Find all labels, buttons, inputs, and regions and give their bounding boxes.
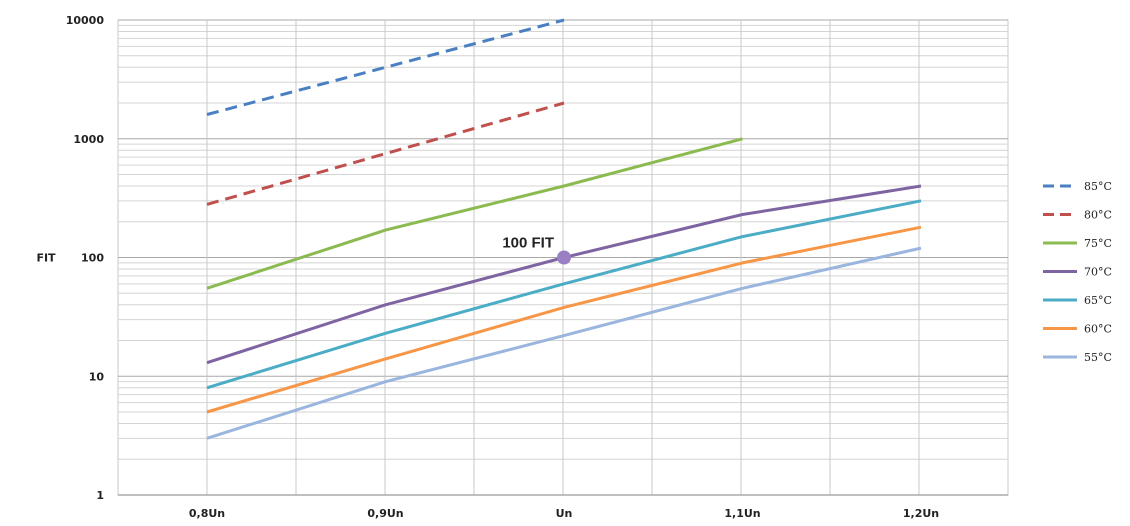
y-tick-label: 10 [89,370,105,383]
series-line-60c [206,225,922,414]
annotation-label: 100 FIT [502,235,554,252]
series-line-55c [206,246,922,440]
legend-label-60c: 60°C [1084,323,1112,336]
series-line-75c [206,137,743,290]
x-tick-label: 1,1Un [724,507,760,520]
series-line-80c [206,101,565,206]
x-tick-label: 0,8Un [189,507,225,520]
legend-label-55c: 55°C [1084,351,1112,364]
y-tick-label: 10000 [66,14,105,27]
y-axis-ticks: 10000 1000 100 10 1 [66,14,105,502]
y-tick-label: 1 [96,489,104,502]
annotation-100-fit: 100 FIT [502,235,571,265]
legend-label-80c: 80°C [1084,209,1112,222]
y-tick-label: 100 [81,252,104,265]
series-line-85c [206,18,565,116]
legend-label-70c: 70°C [1084,266,1112,279]
legend-label-65c: 65°C [1084,294,1112,307]
x-axis-ticks: 0,8Un 0,9Un Un 1,1Un 1,2Un [189,507,939,520]
x-tick-label: Un [556,507,573,520]
legend-label-75c: 75°C [1084,237,1112,250]
x-tick-label: 1,2Un [903,507,939,520]
legend-label-85c: 85°C [1084,180,1112,193]
annotation-marker [557,250,571,265]
y-axis-label: FIT [36,252,56,265]
legend: 85°C 80°C 75°C 70°C 65°C 60°C 55°C [1043,180,1112,364]
series-line-65c [206,199,922,390]
y-tick-label: 1000 [73,133,104,146]
x-tick-label: 0,9Un [367,507,403,520]
